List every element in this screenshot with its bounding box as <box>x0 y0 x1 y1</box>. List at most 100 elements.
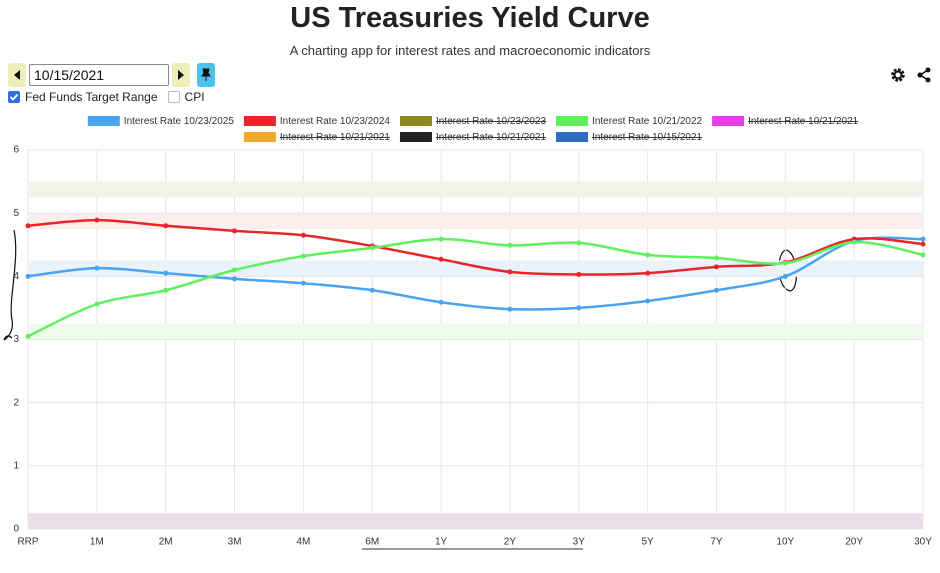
y-tick-label: 0 <box>13 524 19 535</box>
data-point <box>438 256 444 262</box>
data-point <box>438 299 444 305</box>
legend-label: Interest Rate 10/23/2025 <box>124 116 235 127</box>
x-tick-label: 4M <box>296 537 310 548</box>
data-point <box>163 270 169 276</box>
legend-swatch <box>556 132 589 142</box>
data-point <box>300 280 306 286</box>
checkbox-item[interactable]: Fed Funds Target Range <box>8 90 158 104</box>
y-tick-label: 5 <box>13 208 19 219</box>
legend-label: Interest Rate 10/15/2021 <box>592 132 703 143</box>
legend-item[interactable]: Interest Rate 10/21/2021 <box>712 116 859 127</box>
data-point <box>645 298 651 304</box>
legend-label: Interest Rate 10/21/2022 <box>592 116 703 127</box>
data-point <box>300 253 306 259</box>
x-tick-label: 6M <box>365 537 379 548</box>
legend-item[interactable]: Interest Rate 10/21/2021 <box>243 132 391 143</box>
data-point <box>576 305 582 311</box>
x-tick-label: 2M <box>159 537 173 548</box>
data-point <box>645 270 651 276</box>
legend-item[interactable]: Interest Rate 10/23/2024 <box>243 116 391 127</box>
legend-swatch <box>243 116 276 126</box>
data-point <box>163 223 169 229</box>
app-subtitle: A charting app for interest rates and ma… <box>289 43 651 58</box>
data-point <box>369 245 375 251</box>
legend-label: Interest Rate 10/21/2021 <box>436 132 547 143</box>
legend-item[interactable]: Interest Rate 10/23/2023 <box>399 116 547 127</box>
legend-swatch <box>399 116 432 126</box>
x-tick-label: 3M <box>228 537 242 548</box>
legend-item[interactable]: Interest Rate 10/21/2022 <box>556 116 703 127</box>
legend-item[interactable]: Interest Rate 10/15/2021 <box>556 132 703 143</box>
legend-label: Interest Rate 10/21/2021 <box>280 132 391 143</box>
data-point <box>576 271 582 277</box>
legend-swatch <box>712 116 745 126</box>
checkbox-label: Fed Funds Target Range <box>25 90 158 104</box>
x-tick-label: 30Y <box>914 537 932 548</box>
fed-funds-band <box>28 323 923 340</box>
data-point <box>782 273 788 279</box>
x-tick-label: 2Y <box>504 537 517 548</box>
data-point <box>507 306 513 312</box>
y-tick-label: 4 <box>13 271 19 282</box>
data-point <box>576 240 582 246</box>
data-point <box>94 217 100 223</box>
share-button[interactable] <box>913 64 935 86</box>
checkbox-item[interactable]: CPI <box>167 90 205 104</box>
fed-funds-band <box>28 513 923 529</box>
data-point <box>438 236 444 242</box>
y-tick-label: 6 <box>13 145 19 156</box>
legend-swatch <box>243 132 276 142</box>
data-point <box>300 232 306 238</box>
data-point <box>163 287 169 293</box>
data-point <box>713 255 719 261</box>
settings-button[interactable] <box>887 64 909 86</box>
checkbox-row: Fed Funds Target Range CPI <box>8 90 205 104</box>
data-point <box>369 287 375 293</box>
data-point <box>507 242 513 248</box>
y-tick-label: 2 <box>13 397 19 408</box>
y-tick-label: 3 <box>13 334 19 345</box>
data-point <box>94 265 100 271</box>
x-tick-label: 5Y <box>641 537 654 548</box>
data-point <box>920 241 926 247</box>
legend-item[interactable]: Interest Rate 10/21/2021 <box>399 132 547 143</box>
data-point <box>782 260 788 266</box>
legend-label: Interest Rate 10/23/2024 <box>280 116 391 127</box>
legend-label: Interest Rate 10/23/2023 <box>436 116 547 127</box>
data-point <box>920 252 926 258</box>
x-tick-label: 3Y <box>573 537 586 548</box>
data-point <box>920 236 926 242</box>
app-title: US Treasuries Yield Curve <box>290 2 650 34</box>
data-point <box>851 239 857 245</box>
data-point <box>94 301 100 307</box>
data-point <box>507 269 513 275</box>
data-point <box>25 333 31 339</box>
series-line <box>27 236 924 311</box>
data-point <box>232 267 238 273</box>
legend-swatch <box>399 132 432 142</box>
x-tick-label: 7Y <box>710 537 723 548</box>
legend-swatch <box>556 116 589 126</box>
pin-button[interactable] <box>197 63 215 87</box>
checkbox-label: CPI <box>184 90 205 104</box>
fed-funds-band <box>28 213 923 229</box>
x-tick-label: 1Y <box>435 537 448 548</box>
legend-label: Interest Rate 10/21/2021 <box>748 116 859 127</box>
checkbox[interactable] <box>8 91 20 103</box>
data-point <box>25 273 31 279</box>
data-point <box>25 223 31 229</box>
fed-funds-band <box>28 181 923 198</box>
legend-item[interactable]: Interest Rate 10/23/2025 <box>87 116 235 127</box>
x-tick-label: 1M <box>90 537 104 548</box>
data-point <box>232 228 238 234</box>
x-tick-label: 20Y <box>845 537 863 548</box>
y-tick-label: 1 <box>13 460 19 471</box>
prev-button[interactable] <box>8 63 26 87</box>
data-point <box>713 264 719 270</box>
date-input[interactable]: 10/15/2021 <box>29 64 169 86</box>
checkbox[interactable] <box>167 91 180 103</box>
next-button[interactable] <box>172 63 190 87</box>
legend-swatch <box>87 116 120 126</box>
